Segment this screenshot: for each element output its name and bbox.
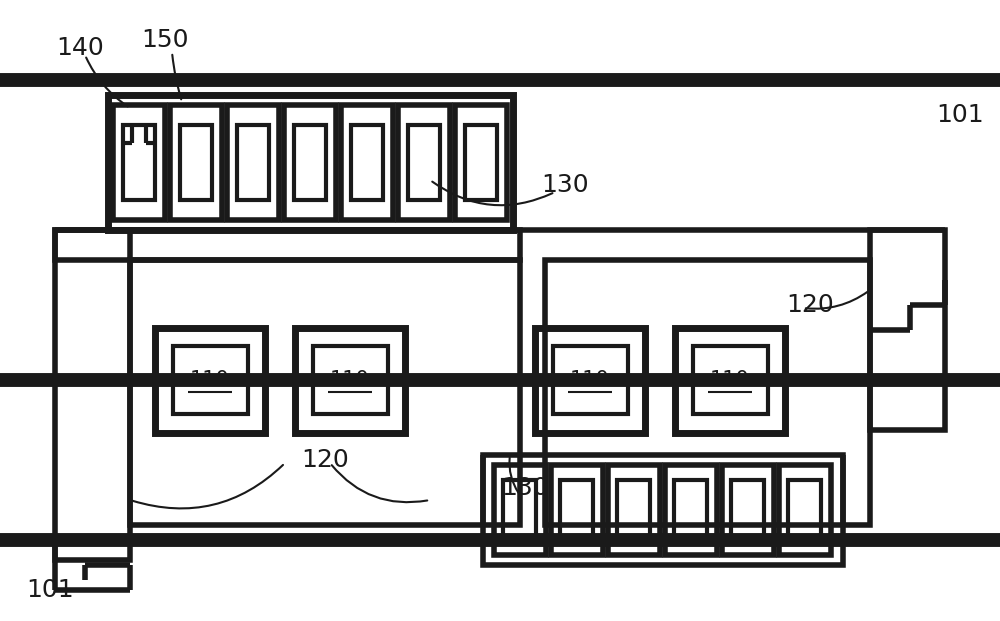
Text: 120: 120: [786, 293, 834, 317]
Text: 110: 110: [710, 370, 750, 390]
Bar: [313, 346, 388, 414]
Bar: [341, 105, 393, 220]
Text: 150: 150: [141, 28, 189, 52]
Bar: [545, 260, 870, 525]
Text: 130: 130: [541, 173, 589, 197]
Bar: [113, 105, 165, 220]
Bar: [130, 260, 520, 525]
Bar: [237, 125, 269, 200]
Bar: [465, 125, 497, 200]
Text: 120: 120: [301, 448, 349, 472]
Bar: [788, 480, 821, 540]
Bar: [227, 105, 279, 220]
Text: 140: 140: [56, 36, 104, 60]
Bar: [693, 346, 768, 414]
Bar: [483, 455, 843, 565]
Bar: [294, 125, 326, 200]
Bar: [560, 480, 593, 540]
Bar: [170, 105, 222, 220]
Bar: [173, 346, 248, 414]
Bar: [55, 230, 520, 260]
Text: 101: 101: [26, 578, 74, 602]
Text: 130: 130: [501, 476, 549, 500]
Text: 110: 110: [330, 370, 370, 390]
Bar: [155, 328, 265, 433]
Bar: [675, 328, 785, 433]
Bar: [722, 465, 774, 555]
Bar: [608, 465, 660, 555]
Bar: [295, 328, 405, 433]
Bar: [779, 465, 831, 555]
Bar: [870, 230, 945, 430]
Bar: [665, 465, 717, 555]
Bar: [284, 105, 336, 220]
Bar: [408, 125, 440, 200]
Bar: [674, 480, 707, 540]
Bar: [351, 125, 383, 200]
Bar: [535, 328, 645, 433]
Text: 110: 110: [190, 370, 230, 390]
Text: 110: 110: [570, 370, 610, 390]
Bar: [617, 480, 650, 540]
Bar: [494, 465, 546, 555]
Bar: [455, 105, 507, 220]
Bar: [55, 230, 130, 560]
Bar: [553, 346, 628, 414]
Bar: [123, 125, 155, 200]
Text: 101: 101: [936, 103, 984, 127]
Bar: [551, 465, 603, 555]
Bar: [731, 480, 764, 540]
Bar: [398, 105, 450, 220]
Bar: [108, 95, 513, 230]
Bar: [503, 480, 536, 540]
Bar: [180, 125, 212, 200]
